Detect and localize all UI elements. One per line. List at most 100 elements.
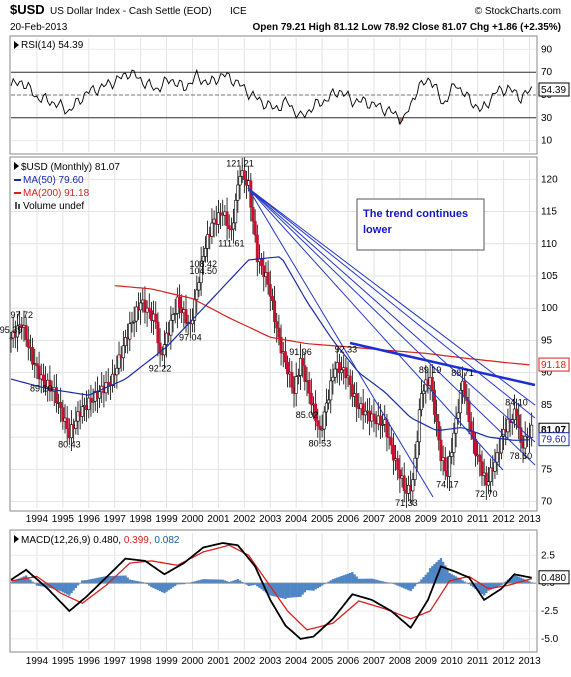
macd-histogram-bar <box>338 577 340 583</box>
candle-up <box>451 453 453 457</box>
macd-histogram-bar <box>355 577 357 584</box>
candle-down <box>301 358 303 365</box>
price-tick-75: 75 <box>541 464 553 475</box>
candle-up <box>295 377 297 394</box>
candle-up <box>418 410 420 442</box>
candle-down <box>42 375 44 381</box>
macd-histogram-bar <box>446 569 448 583</box>
candle-down <box>155 314 157 322</box>
macd-histogram-bar <box>420 579 422 583</box>
candle-down <box>226 212 228 226</box>
macd-histogram-bar <box>206 579 208 583</box>
annotation-line-2: lower <box>363 224 392 236</box>
rsi-tick-90: 90 <box>541 44 553 55</box>
price-year-label-1996: 1996 <box>78 514 101 525</box>
price-label-74-17: 74.17 <box>436 480 459 490</box>
candle-up <box>237 185 239 200</box>
macd-histogram-bar <box>278 583 280 597</box>
macd-histogram-bar <box>334 578 336 583</box>
macd-histogram-bar <box>163 583 165 593</box>
macd-histogram-bar <box>170 583 172 589</box>
macd-legend: MACD(12,26,9) 0.480, 0.399, 0.082 <box>14 535 180 546</box>
candle-down <box>256 235 258 262</box>
macd-histogram-bar <box>431 566 433 583</box>
price-year-label-2013: 2013 <box>518 514 541 525</box>
price-tick-105: 105 <box>541 271 558 282</box>
price-tick-120: 120 <box>541 174 558 185</box>
macd-histogram-bar <box>70 583 72 593</box>
chart-date: 20-Feb-2013 <box>10 22 68 33</box>
candle-up <box>422 391 424 394</box>
candle-up <box>416 442 418 458</box>
macd-histogram-bar <box>399 583 401 586</box>
macd-histogram-bar <box>375 580 377 583</box>
candle-down <box>444 458 446 471</box>
macd-histogram-bar <box>319 583 321 587</box>
candle-down <box>403 476 405 491</box>
macd-histogram-bar <box>66 583 68 594</box>
candle-up <box>239 176 241 185</box>
candle-down <box>178 297 180 308</box>
candle-up <box>204 248 206 256</box>
macd-histogram-bar <box>62 583 64 592</box>
macd-histogram-bar <box>165 583 167 592</box>
macd-histogram-bar <box>401 583 403 587</box>
volume-swatch <box>15 202 17 209</box>
price-label-95-39: 95.39 <box>0 325 22 335</box>
candle-down <box>254 221 256 235</box>
macd-histogram-bar <box>168 583 170 590</box>
macd-histogram-bar <box>366 579 368 583</box>
candle-down <box>252 207 254 221</box>
macd-histogram-bar <box>289 583 291 598</box>
candle-up <box>334 369 336 377</box>
macd-histogram-bar <box>362 579 364 583</box>
price-year-label-2006: 2006 <box>337 514 360 525</box>
candle-down <box>228 226 230 229</box>
macd-histogram-bar <box>332 579 334 583</box>
price-year-label-2007: 2007 <box>363 514 386 525</box>
price-year-label-2010: 2010 <box>441 514 464 525</box>
candle-up <box>116 368 118 375</box>
candle-up <box>332 377 334 381</box>
macd-histogram-bar <box>442 562 444 583</box>
candle-down <box>25 325 27 339</box>
candle-down <box>284 352 286 363</box>
macd-histogram-bar <box>368 579 370 583</box>
macd-histogram-bar <box>120 576 122 584</box>
candle-up <box>98 392 100 398</box>
macd-histogram-bar <box>310 583 312 590</box>
macd-histogram-bar <box>336 578 338 584</box>
candle-up <box>211 223 213 236</box>
macd-histogram-bar <box>172 583 174 587</box>
candle-down <box>468 401 470 422</box>
candle-up <box>139 303 141 310</box>
rsi-badge-text: 54.39 <box>541 85 566 96</box>
price-label-89-10: 89.10 <box>30 383 53 393</box>
stockcharts-brand[interactable]: © StockCharts.com <box>475 6 561 17</box>
candle-down <box>515 409 517 415</box>
macd-histogram-bar <box>403 583 405 588</box>
rsi-tick-30: 30 <box>541 113 553 124</box>
macd-histogram-bar <box>429 568 431 583</box>
macd-histogram-bar <box>124 575 126 583</box>
candle-down <box>379 416 381 425</box>
macd-histogram-bar <box>295 583 297 597</box>
macd-year-label-2005: 2005 <box>311 656 334 667</box>
macd-histogram-bar <box>299 583 301 597</box>
macd-histogram-bar <box>291 583 293 597</box>
macd-histogram-bar <box>88 580 90 584</box>
candle-up <box>455 418 457 433</box>
price-year-label-2002: 2002 <box>233 514 256 525</box>
macd-histogram-bar <box>90 579 92 583</box>
macd-year-label-2003: 2003 <box>259 656 282 667</box>
macd-histogram-bar <box>23 576 25 583</box>
price-tick-85: 85 <box>541 400 553 411</box>
macd-histogram-bar <box>405 583 407 589</box>
candle-down <box>36 364 38 366</box>
candle-down <box>390 438 392 445</box>
macd-histogram-bar <box>204 579 206 583</box>
annotation-line-1: The trend continues <box>363 208 468 220</box>
candle-down <box>66 418 68 429</box>
macd-year-label-1999: 1999 <box>155 656 178 667</box>
